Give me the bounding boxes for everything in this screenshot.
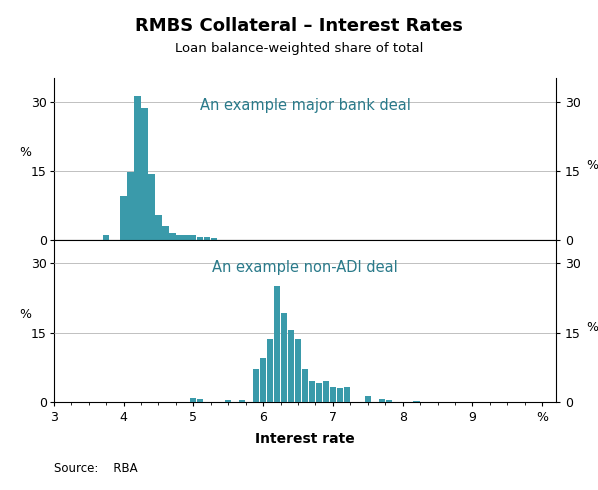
Bar	[302, 369, 308, 402]
Bar	[281, 313, 287, 402]
Bar	[323, 381, 329, 402]
Bar	[386, 400, 392, 402]
Bar	[169, 233, 176, 240]
Text: Loan balance-weighted share of total: Loan balance-weighted share of total	[175, 42, 423, 55]
Text: Source:    RBA: Source: RBA	[54, 462, 138, 475]
Bar	[141, 107, 148, 240]
Bar	[162, 226, 169, 240]
Bar	[225, 400, 231, 402]
Bar	[190, 398, 197, 402]
Bar	[365, 396, 371, 402]
Bar	[183, 235, 190, 240]
Bar	[120, 196, 127, 240]
Bar	[197, 237, 203, 240]
Bar	[329, 387, 336, 402]
Bar	[267, 340, 273, 402]
Bar	[135, 96, 141, 240]
Bar	[413, 401, 420, 402]
Bar	[239, 400, 245, 402]
Bar	[344, 387, 350, 402]
Bar	[274, 286, 280, 402]
Bar	[288, 330, 294, 402]
Y-axis label: %: %	[20, 146, 32, 159]
Bar	[190, 236, 197, 240]
Y-axis label: %: %	[586, 321, 598, 334]
Bar	[176, 235, 182, 240]
Text: An example major bank deal: An example major bank deal	[200, 98, 410, 113]
Bar	[204, 237, 210, 240]
Bar	[103, 236, 109, 240]
X-axis label: Interest rate: Interest rate	[255, 432, 355, 446]
Bar	[337, 388, 343, 402]
Bar	[295, 340, 301, 402]
Text: RMBS Collateral – Interest Rates: RMBS Collateral – Interest Rates	[135, 17, 463, 35]
Bar	[260, 358, 266, 402]
Bar	[155, 215, 161, 240]
Y-axis label: %: %	[586, 159, 598, 172]
Bar	[197, 398, 203, 402]
Bar	[211, 238, 218, 240]
Bar	[127, 172, 134, 240]
Bar	[379, 399, 385, 402]
Bar	[148, 174, 155, 240]
Bar	[253, 369, 260, 402]
Bar	[309, 381, 315, 402]
Text: An example non-ADI deal: An example non-ADI deal	[212, 260, 398, 274]
Y-axis label: %: %	[20, 308, 32, 321]
Bar	[316, 383, 322, 402]
